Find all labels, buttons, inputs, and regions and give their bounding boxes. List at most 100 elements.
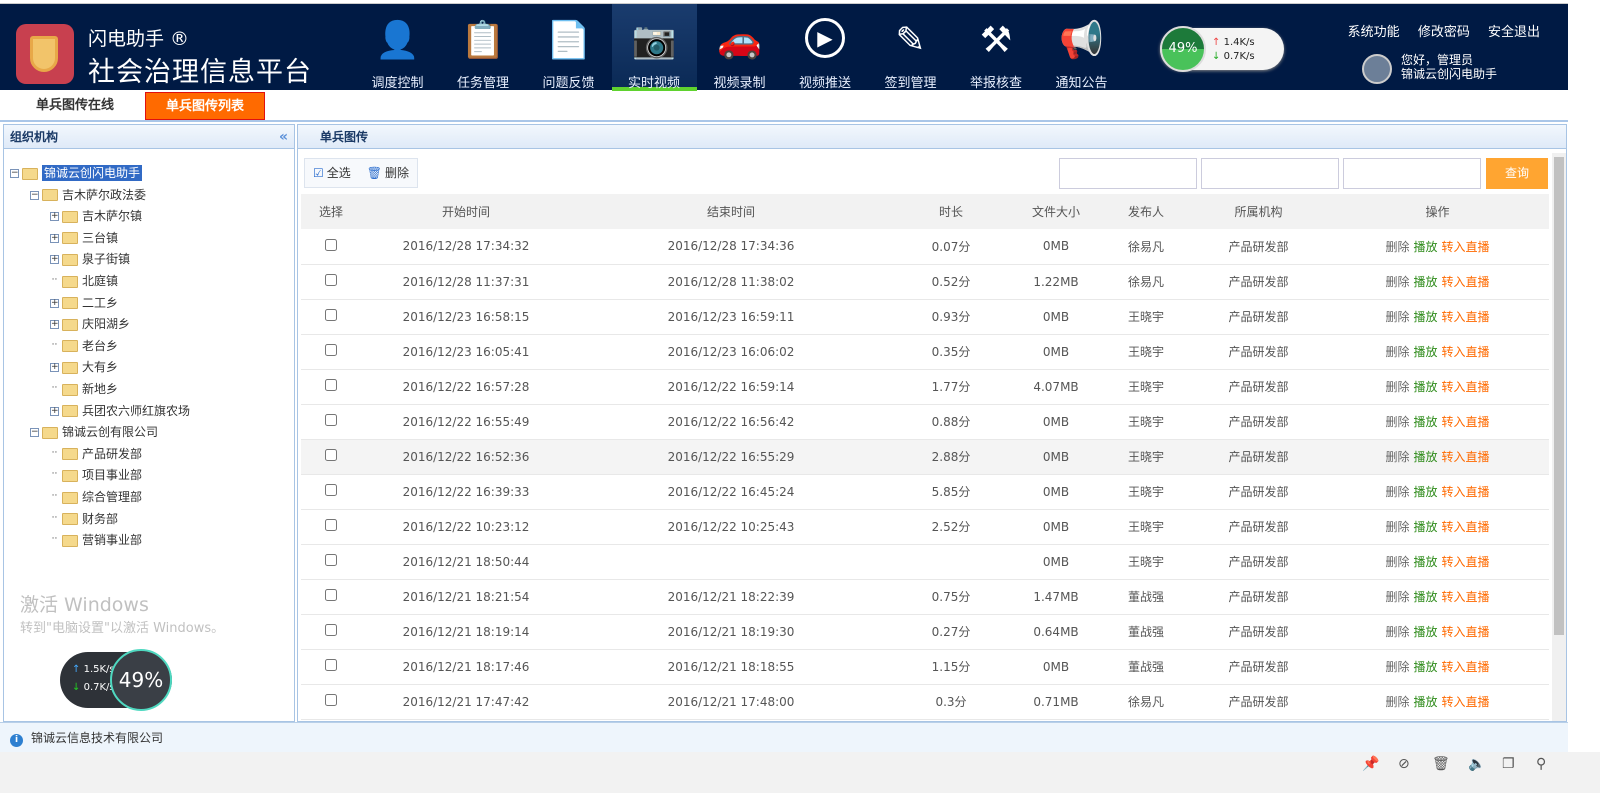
delete-link[interactable]: 删除 (1385, 590, 1410, 604)
tree-node[interactable]: + 兵团农六师红旗农场 (50, 401, 190, 421)
delete-link[interactable]: 删除 (1385, 520, 1410, 534)
speaker-icon[interactable]: 🔈 (1468, 756, 1486, 772)
play-link[interactable]: 播放 (1413, 695, 1438, 709)
delete-link[interactable]: 删除 (1385, 660, 1410, 674)
tree-node[interactable]: − 锦诚云创闪电助手 (10, 163, 143, 183)
collapse-toggle-icon[interactable]: − (30, 189, 39, 200)
tree-node[interactable]: ·· 项目事业部 (50, 465, 142, 485)
table-row[interactable]: 2016/12/22 16:39:33 2016/12/22 16:45:24 5.… (301, 474, 1549, 510)
collapse-icon[interactable]: « (278, 129, 288, 145)
logout-link[interactable]: 安全退出 (1487, 25, 1540, 40)
live-link[interactable]: 转入直播 (1441, 345, 1490, 359)
row-checkbox[interactable] (325, 309, 337, 321)
delete-link[interactable]: 删除 (1385, 695, 1410, 709)
live-link[interactable]: 转入直播 (1441, 415, 1490, 429)
tree-node[interactable]: + 大有乡 (50, 357, 118, 377)
tree-node[interactable]: ·· 营销事业部 (50, 530, 142, 550)
play-link[interactable]: 播放 (1413, 520, 1438, 534)
play-link[interactable]: 播放 (1413, 275, 1438, 289)
nav-item-7[interactable]: ⚒ 举报核查 (954, 4, 1039, 91)
nav-item-5[interactable]: ▶ 视频推送 (783, 4, 868, 91)
play-link[interactable]: 播放 (1413, 380, 1438, 394)
live-link[interactable]: 转入直播 (1441, 520, 1490, 534)
system-functions-link[interactable]: 系统功能 (1347, 25, 1400, 40)
row-checkbox[interactable] (325, 554, 337, 566)
table-row[interactable]: 2016/12/22 16:52:36 2016/12/22 16:55:29 2.… (301, 439, 1549, 475)
tree-node[interactable]: + 庆阳湖乡 (50, 314, 130, 334)
play-link[interactable]: 播放 (1413, 625, 1438, 639)
tree-node[interactable]: ·· 财务部 (50, 509, 118, 529)
search-input-3[interactable] (1343, 158, 1481, 189)
table-row[interactable]: 2016/12/23 16:05:41 2016/12/23 16:06:02 0.… (301, 334, 1549, 370)
nav-item-6[interactable]: ✎ 签到管理 (868, 4, 953, 91)
expand-toggle-icon[interactable]: + (50, 254, 59, 265)
table-row[interactable]: 2016/12/21 17:47:42 2016/12/21 17:48:00 0.… (301, 684, 1549, 720)
row-checkbox[interactable] (325, 589, 337, 601)
play-link[interactable]: 播放 (1413, 310, 1438, 324)
live-link[interactable]: 转入直播 (1441, 310, 1490, 324)
nav-item-2[interactable]: 📄 问题反馈 (526, 4, 611, 91)
table-row[interactable]: 2016/12/21 18:21:54 2016/12/21 18:22:39 0.… (301, 579, 1549, 615)
row-checkbox[interactable] (325, 274, 337, 286)
tree-node[interactable]: ·· 综合管理部 (50, 487, 142, 507)
delete-link[interactable]: 删除 (1385, 310, 1410, 324)
tab-list[interactable]: 单兵图传列表 (145, 92, 265, 120)
row-checkbox[interactable] (325, 344, 337, 356)
network-speed-widget-2[interactable]: ↑ 1.5K/s ↓ 0.7K/s 49% (60, 649, 172, 711)
expand-toggle-icon[interactable]: + (50, 405, 59, 416)
table-row[interactable]: 2016/12/28 11:37:31 2016/12/28 11:38:02 0.… (301, 264, 1549, 300)
expand-toggle-icon[interactable]: + (50, 232, 59, 243)
trash-icon[interactable]: 🗑 (1432, 756, 1450, 772)
delete-link[interactable]: 删除 (1385, 380, 1410, 394)
row-checkbox[interactable] (325, 659, 337, 671)
live-link[interactable]: 转入直播 (1441, 590, 1490, 604)
row-checkbox[interactable] (325, 519, 337, 531)
delete-link[interactable]: 删除 (1385, 450, 1410, 464)
row-checkbox[interactable] (325, 449, 337, 461)
table-row[interactable]: 2016/12/23 16:58:15 2016/12/23 16:59:11 0.… (301, 299, 1549, 335)
collapse-toggle-icon[interactable]: − (10, 168, 19, 178)
table-row[interactable]: 2016/12/21 18:50:44 0MB 王晓宇 产品研发部 删除 播放 转入直播 (301, 544, 1549, 580)
tree-node[interactable]: ·· 北庭镇 (50, 271, 118, 291)
tree-node[interactable]: + 泉子街镇 (50, 249, 130, 269)
search-icon[interactable]: ⚲ (1536, 756, 1547, 772)
tree-node[interactable]: − 吉木萨尔政法委 (30, 185, 146, 205)
live-link[interactable]: 转入直播 (1441, 660, 1490, 674)
tree-node[interactable]: + 二工乡 (50, 293, 118, 313)
speed-icon[interactable]: ⊘ (1398, 756, 1410, 772)
delete-link[interactable]: 删除 (1385, 415, 1410, 429)
play-link[interactable]: 播放 (1413, 415, 1438, 429)
collapse-toggle-icon[interactable]: − (30, 427, 39, 438)
play-link[interactable]: 播放 (1413, 660, 1438, 674)
expand-toggle-icon[interactable]: + (50, 319, 59, 330)
tree-node[interactable]: ·· 老台乡 (50, 336, 118, 356)
live-link[interactable]: 转入直播 (1441, 625, 1490, 639)
play-link[interactable]: 播放 (1413, 239, 1438, 254)
play-link[interactable]: 播放 (1413, 345, 1438, 359)
tab-online[interactable]: 单兵图传在线 (35, 98, 114, 113)
nav-item-1[interactable]: 📋 任务管理 (441, 4, 526, 91)
row-checkbox[interactable] (325, 414, 337, 426)
delete-link[interactable]: 删除 (1385, 275, 1410, 289)
live-link[interactable]: 转入直播 (1441, 555, 1490, 569)
table-row[interactable]: 2016/12/21 18:19:14 2016/12/21 18:19:30 0.… (301, 614, 1549, 650)
select-all-button[interactable]: ☑ 全选 (305, 159, 359, 187)
tree-node[interactable]: − 锦诚云创有限公司 (30, 422, 158, 442)
network-speed-widget[interactable]: 49% ↑ 1.4K/s ↓ 0.7K/s (1160, 26, 1284, 72)
search-input-2[interactable] (1201, 158, 1339, 189)
table-row[interactable]: 2016/12/21 18:17:46 2016/12/21 18:18:55 1.… (301, 649, 1549, 685)
row-checkbox[interactable] (325, 694, 337, 706)
play-link[interactable]: 播放 (1413, 450, 1438, 464)
live-link[interactable]: 转入直播 (1441, 275, 1490, 289)
row-checkbox[interactable] (325, 238, 337, 251)
query-button[interactable]: 查询 (1486, 158, 1548, 189)
live-link[interactable]: 转入直播 (1441, 380, 1490, 394)
search-input-1[interactable] (1059, 158, 1197, 189)
tree-node[interactable]: + 吉木萨尔镇 (50, 206, 142, 226)
change-password-link[interactable]: 修改密码 (1417, 25, 1470, 40)
live-link[interactable]: 转入直播 (1441, 695, 1490, 709)
play-link[interactable]: 播放 (1413, 555, 1438, 569)
play-link[interactable]: 播放 (1413, 590, 1438, 604)
expand-toggle-icon[interactable]: + (50, 362, 59, 373)
tree-node[interactable]: + 三台镇 (50, 228, 118, 248)
